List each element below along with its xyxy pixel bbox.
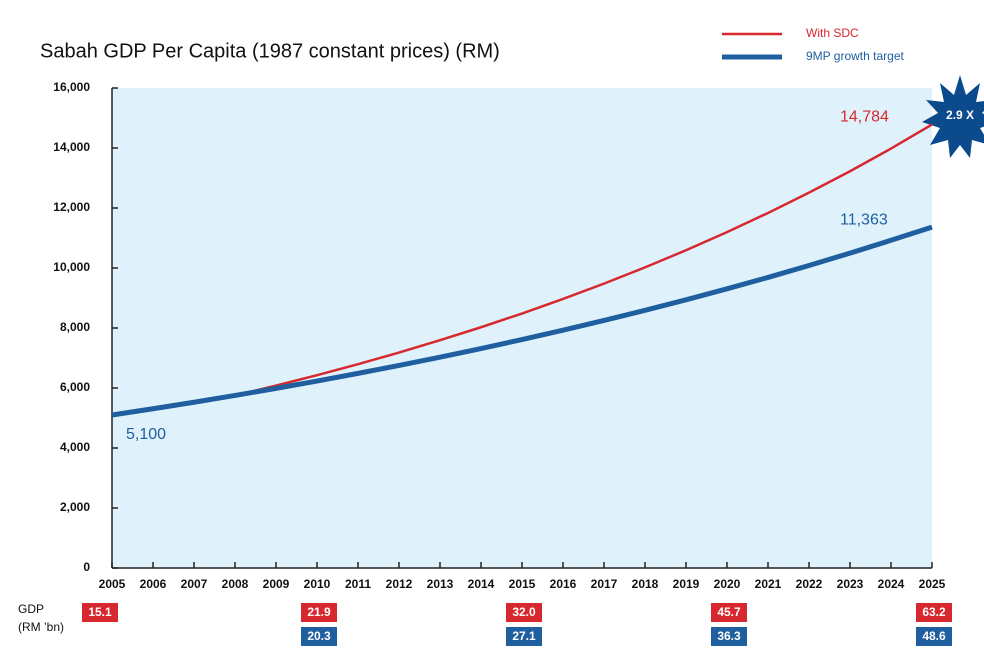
starburst	[922, 75, 984, 158]
gdp-box	[82, 603, 118, 622]
table-unit: (RM ’bn)	[18, 620, 64, 634]
x-tick-label: 2025	[919, 577, 946, 591]
x-tick-label: 2019	[673, 577, 700, 591]
gdp-box	[711, 603, 747, 622]
x-tick-label: 2008	[222, 577, 249, 591]
gdp-value: 32.0	[512, 605, 536, 619]
series-line	[234, 123, 933, 397]
x-tick-label: 2014	[468, 577, 495, 591]
data-label: 11,363	[840, 211, 888, 228]
gdp-box	[711, 627, 747, 646]
y-tick-label: 12,000	[53, 200, 90, 214]
x-tick-label: 2010	[304, 577, 331, 591]
x-tick-label: 2020	[714, 577, 741, 591]
x-tick-label: 2015	[509, 577, 536, 591]
annotation: 2.9 X	[946, 108, 974, 122]
y-tick-label: 14,000	[53, 140, 90, 154]
x-tick-label: 2009	[263, 577, 290, 591]
gdp-box	[916, 627, 952, 646]
x-tick-label: 2016	[550, 577, 577, 591]
x-tick-label: 2022	[796, 577, 823, 591]
gdp-box	[916, 603, 952, 622]
x-tick-label: 2011	[345, 577, 371, 591]
gdp-box	[506, 627, 542, 646]
x-tick-label: 2018	[632, 577, 659, 591]
gdp-box	[301, 603, 337, 622]
legend-label: 9MP growth target	[806, 49, 904, 63]
y-tick-label: 10,000	[53, 260, 90, 274]
y-tick-label: 0	[83, 560, 90, 574]
legend-label: With SDC	[806, 26, 859, 40]
plot-area	[112, 88, 932, 568]
table-label: GDP	[18, 602, 44, 616]
series-line	[111, 224, 933, 418]
y-tick-label: 4,000	[60, 440, 90, 454]
data-label: 14,784	[840, 109, 889, 126]
x-tick-label: 2012	[386, 577, 413, 591]
chart-title: Sabah GDP Per Capita (1987 constant pric…	[40, 40, 500, 62]
gdp-box	[301, 627, 337, 646]
gdp-value: 45.7	[717, 605, 741, 619]
x-tick-label: 2021	[755, 577, 782, 591]
y-tick-label: 16,000	[53, 80, 90, 94]
gdp-value: 63.2	[922, 605, 946, 619]
x-tick-label: 2005	[99, 577, 126, 591]
x-tick-label: 2006	[140, 577, 167, 591]
x-tick-label: 2017	[591, 577, 618, 591]
gdp-box	[506, 603, 542, 622]
y-tick-label: 6,000	[60, 380, 90, 394]
gdp-value: 21.9	[307, 605, 331, 619]
x-tick-label: 2007	[181, 577, 208, 591]
gdp-value: 36.3	[717, 629, 741, 643]
gdp-value: 27.1	[512, 629, 536, 643]
x-tick-label: 2013	[427, 577, 454, 591]
gdp-value: 20.3	[307, 629, 331, 643]
y-tick-label: 8,000	[60, 320, 90, 334]
x-tick-label: 2024	[878, 577, 905, 591]
y-tick-label: 2,000	[60, 500, 90, 514]
data-label: 5,100	[126, 426, 166, 443]
x-tick-label: 2023	[837, 577, 864, 591]
gdp-value: 48.6	[922, 629, 946, 643]
gdp-value: 15.1	[88, 605, 112, 619]
